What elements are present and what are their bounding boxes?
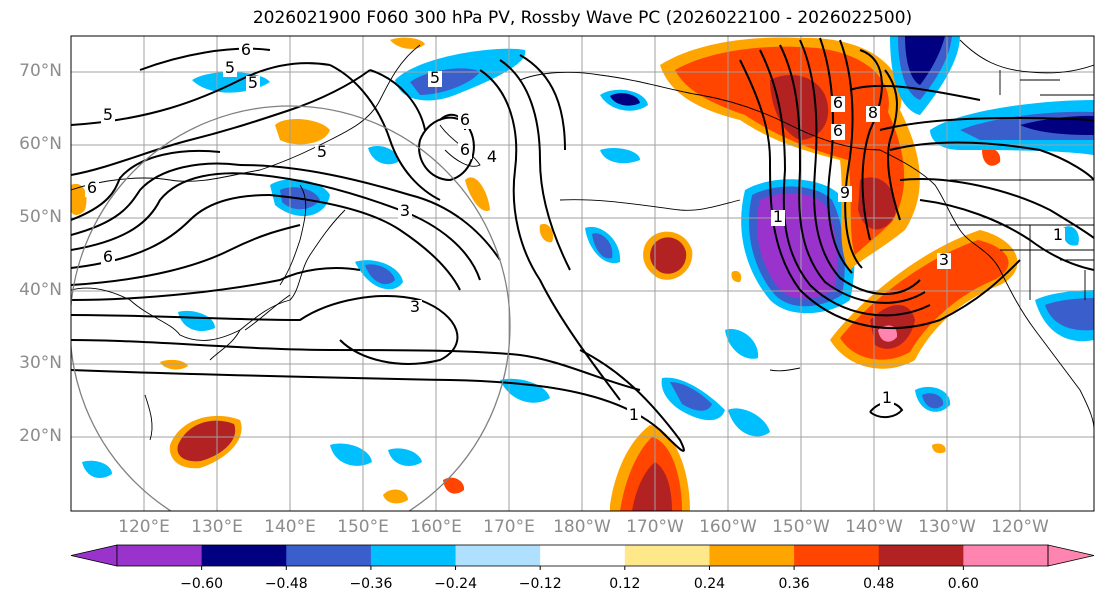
contour-label: 6 <box>460 140 470 159</box>
title-container: 2026021900 F060 300 hPa PV, Rossby Wave … <box>0 0 1105 30</box>
contour-label: 6 <box>103 247 113 266</box>
colorbar-extend-min <box>70 544 118 567</box>
contour-label-bg <box>458 143 472 159</box>
lat-label: 50°N <box>19 207 62 227</box>
contour-label-bg <box>85 181 99 197</box>
colorbar-extend-max <box>1047 544 1095 567</box>
coastlines <box>71 39 1094 441</box>
colorbar-segment <box>794 545 880 566</box>
lon-label: 140°W <box>845 517 903 537</box>
colorbar-tick-label: 0.12 <box>609 576 641 592</box>
contour-label: 5 <box>430 68 440 87</box>
contour-label: 3 <box>400 201 410 220</box>
colorbar-tick-label: 0.24 <box>693 576 726 592</box>
contour-label: 6 <box>833 121 843 140</box>
lat-label: 20°N <box>19 426 62 446</box>
contour-label-bg <box>485 150 499 166</box>
colorbar-tick-label: 0.60 <box>947 576 979 592</box>
contour-label-bg <box>398 204 412 220</box>
colorbar-tick-label: −0.24 <box>434 576 477 592</box>
chart-title: 2026021900 F060 300 hPa PV, Rossby Wave … <box>252 8 913 28</box>
pv-contours <box>71 37 1094 452</box>
contour-label: 5 <box>225 58 235 77</box>
lon-label: 130°W <box>918 517 976 537</box>
contour-label: 5 <box>248 73 258 92</box>
contour-label: 6 <box>87 178 97 197</box>
colorbar-tick-label: −0.48 <box>264 576 308 592</box>
colorbar-segment <box>370 545 457 566</box>
colorbar-segment <box>540 545 626 566</box>
contour-label: 8 <box>868 103 878 122</box>
lon-label: 160°E <box>410 517 462 537</box>
colorbar-segment <box>709 545 795 566</box>
lon-label: 150°W <box>772 517 830 537</box>
lat-label: 30°N <box>19 353 62 373</box>
contour-label: 6 <box>241 40 251 59</box>
colorbar-segment <box>878 545 964 566</box>
contour-label: 1 <box>882 388 892 407</box>
colorbar-tick-label: 0.36 <box>778 576 810 592</box>
contour-label-bg <box>838 186 852 202</box>
lat-label: 40°N <box>19 280 62 300</box>
contour-label-bg <box>223 61 237 77</box>
contour-label: 3 <box>410 297 420 316</box>
colorbar-tick-label: 0.48 <box>863 576 895 592</box>
colorbar-tick-label: −0.12 <box>518 576 562 592</box>
contour-label-bg <box>101 108 115 124</box>
contour-label-bg <box>315 145 329 161</box>
contour-label: 1 <box>1053 225 1063 244</box>
contour-label-bg <box>627 408 641 424</box>
colorbar <box>70 544 1095 570</box>
contour-label-bg <box>239 43 253 59</box>
lon-label: 150°E <box>337 517 389 537</box>
contour-label: 1 <box>629 405 639 424</box>
contour-label-bg <box>831 124 845 140</box>
colorbar-segment <box>201 545 287 566</box>
contour-label: 5 <box>317 142 327 161</box>
contour-label: 5 <box>103 105 113 124</box>
colorbar-segment <box>963 545 1049 566</box>
lon-label: 140°E <box>264 517 316 537</box>
contour-label-bg <box>428 71 442 87</box>
contour-label-bg <box>880 391 894 407</box>
contour-label: 4 <box>487 147 497 166</box>
colorbar-tick-label: −0.36 <box>349 576 393 592</box>
analysis-circle <box>71 105 511 511</box>
lon-label: 130°E <box>191 517 243 537</box>
contour-label: 1 <box>773 207 783 226</box>
contour-label: 6 <box>460 110 470 129</box>
contour-label-bg <box>771 210 785 226</box>
lon-label: 120°W <box>991 517 1049 537</box>
map-frame <box>70 35 1095 512</box>
contour-label: 6 <box>833 93 843 112</box>
contour-label-bg <box>937 253 951 269</box>
contour-label-bg <box>101 250 115 266</box>
colorbar-frame <box>116 544 1049 567</box>
contour-label-bg <box>246 76 260 92</box>
contour-label-bg <box>866 106 880 122</box>
colorbar-segment <box>117 545 203 566</box>
lon-label: 170°E <box>483 517 535 537</box>
lon-label: 120°E <box>118 517 170 537</box>
contour-label-bg <box>458 113 472 129</box>
lon-label: 160°W <box>699 517 757 537</box>
colorbar-segment <box>455 545 541 566</box>
colorbar-segment <box>286 545 372 566</box>
lon-label: 180°W <box>553 517 611 537</box>
lat-label: 70°N <box>19 61 62 81</box>
lat-label: 60°N <box>19 134 62 154</box>
contour-label-bg <box>831 96 845 112</box>
contour-label-bg <box>408 300 422 316</box>
colorbar-tick-label: −0.60 <box>180 576 224 592</box>
contour-label: 9 <box>840 183 850 202</box>
contour-label-bg <box>1051 228 1065 244</box>
colorbar-segment <box>624 545 710 566</box>
lon-label: 170°W <box>626 517 684 537</box>
contour-label: 3 <box>939 250 949 269</box>
